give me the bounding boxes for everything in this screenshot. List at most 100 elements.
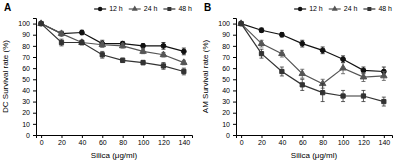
tick-label: 80 bbox=[319, 139, 327, 146]
y-tick: 50 bbox=[22, 76, 36, 83]
tick-label: 60 bbox=[22, 65, 30, 72]
tick-mark bbox=[82, 135, 83, 138]
y-tick: 60 bbox=[222, 65, 236, 72]
tick-label: 140 bbox=[378, 139, 390, 146]
tick-mark bbox=[33, 24, 36, 25]
y-tick: 10 bbox=[22, 121, 36, 128]
point bbox=[320, 48, 325, 53]
x-tick: 40 bbox=[78, 135, 86, 146]
point bbox=[361, 68, 366, 73]
error-bar bbox=[100, 51, 104, 58]
legend-item: 24 h bbox=[129, 5, 158, 12]
tick-label: 20 bbox=[222, 109, 230, 116]
error-bar bbox=[300, 40, 304, 47]
error-bar bbox=[80, 40, 84, 44]
tick-label: 60 bbox=[99, 139, 107, 146]
line bbox=[41, 24, 184, 52]
tick-label: 20 bbox=[22, 109, 30, 116]
figure: 0204060801001201400102030405060708090100… bbox=[0, 0, 400, 161]
tick-label: 120 bbox=[358, 139, 370, 146]
x-axis-line bbox=[37, 136, 193, 139]
tick-label: 40 bbox=[222, 87, 230, 94]
error-bar bbox=[161, 43, 165, 50]
tick-label: 10 bbox=[222, 121, 230, 128]
tick-label: 80 bbox=[22, 43, 30, 50]
legend-marker bbox=[367, 7, 371, 11]
point bbox=[279, 32, 284, 37]
x-tick: 140 bbox=[178, 135, 190, 146]
error-bar bbox=[259, 28, 263, 32]
error-bar bbox=[161, 63, 165, 70]
series bbox=[238, 20, 387, 88]
y-tick: 40 bbox=[22, 87, 36, 94]
tick-mark bbox=[61, 135, 62, 138]
x-axis: 020406080100120140 bbox=[37, 135, 193, 146]
point bbox=[79, 39, 85, 45]
y-tick: 80 bbox=[22, 43, 36, 50]
x-tick: 40 bbox=[278, 135, 286, 146]
x-tick: 60 bbox=[299, 135, 307, 146]
point bbox=[161, 43, 166, 48]
tick-label: 50 bbox=[222, 76, 230, 83]
tick-mark bbox=[261, 135, 262, 138]
error-bar bbox=[321, 47, 325, 54]
error-bar bbox=[341, 90, 345, 101]
y-axis: 0102030405060708090100 bbox=[18, 19, 36, 139]
point bbox=[99, 41, 105, 47]
tick-mark bbox=[33, 113, 36, 114]
x-tick: 80 bbox=[319, 135, 327, 146]
tick-mark bbox=[41, 135, 42, 138]
y-axis-line bbox=[233, 19, 237, 136]
y-axis: 0102030405060708090100 bbox=[218, 19, 236, 139]
point bbox=[239, 21, 244, 26]
tick-label: 90 bbox=[22, 31, 30, 38]
tick-mark bbox=[102, 135, 103, 138]
error-bar bbox=[341, 56, 345, 63]
tick-mark bbox=[33, 102, 36, 103]
point bbox=[382, 99, 386, 103]
x-tick: 0 bbox=[240, 135, 244, 146]
point bbox=[361, 94, 365, 98]
tick-label: 0 bbox=[40, 139, 44, 146]
x-axis: 020406080100120140 bbox=[237, 135, 393, 146]
point bbox=[181, 59, 187, 65]
error-bar bbox=[382, 97, 386, 106]
panel: 0204060801001201400102030405060708090100… bbox=[1, 2, 193, 160]
x-axis-title: Silica (μg/ml) bbox=[91, 151, 138, 160]
point bbox=[259, 28, 264, 33]
tick-label: 100 bbox=[138, 139, 150, 146]
legend-label: 48 h bbox=[178, 5, 192, 12]
error-bar bbox=[59, 39, 63, 46]
error-bar bbox=[80, 30, 84, 34]
tick-label: 0 bbox=[240, 139, 244, 146]
panel: 0204060801001201400102030405060708090100… bbox=[201, 2, 393, 160]
point bbox=[321, 91, 325, 95]
legend-marker bbox=[98, 7, 103, 12]
tick-mark bbox=[241, 135, 242, 138]
tick-mark bbox=[323, 135, 324, 138]
point bbox=[100, 53, 104, 57]
tick-label: 90 bbox=[222, 31, 230, 38]
tick-mark bbox=[33, 124, 36, 125]
error-bar bbox=[321, 84, 325, 102]
point bbox=[279, 50, 285, 56]
tick-mark bbox=[233, 124, 236, 125]
point bbox=[161, 64, 165, 68]
legend-label: 24 h bbox=[144, 5, 158, 12]
tick-mark bbox=[33, 35, 36, 36]
y-tick: 20 bbox=[222, 109, 236, 116]
tick-label: 30 bbox=[22, 98, 30, 105]
tick-mark bbox=[233, 68, 236, 69]
point bbox=[300, 83, 304, 87]
legend-marker bbox=[298, 7, 303, 12]
y-axis-title: AM Survival rate (%) bbox=[201, 39, 210, 113]
y-tick: 40 bbox=[222, 87, 236, 94]
line bbox=[41, 24, 184, 63]
y-tick: 0 bbox=[226, 132, 236, 139]
y-axis-line bbox=[33, 19, 37, 136]
point bbox=[341, 94, 345, 98]
y-tick: 90 bbox=[22, 31, 36, 38]
tick-mark bbox=[233, 24, 236, 25]
tick-label: 10 bbox=[22, 121, 30, 128]
error-bar bbox=[280, 32, 284, 36]
